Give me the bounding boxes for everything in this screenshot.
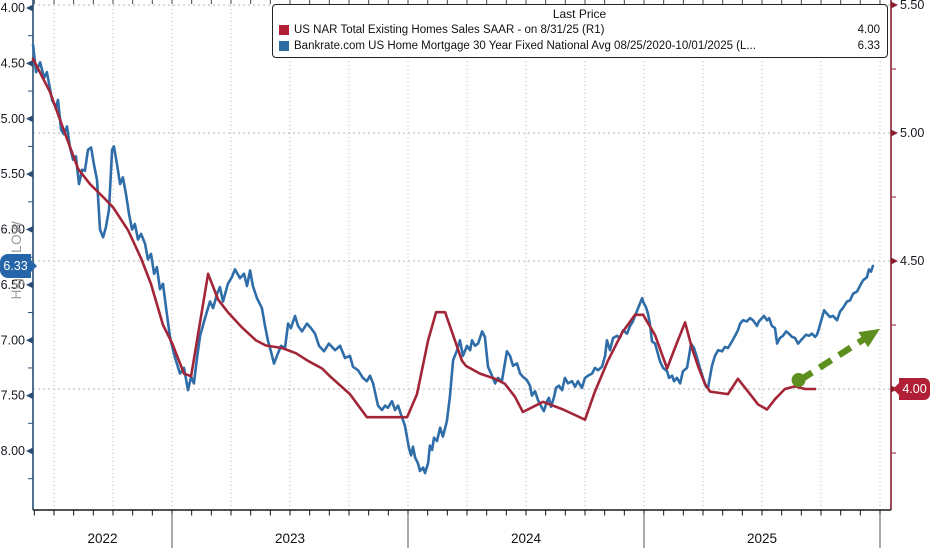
legend-swatch-red-icon <box>279 25 289 35</box>
legend-item-home-sales[interactable]: US NAR Total Existing Homes Sales SAAR -… <box>279 22 880 38</box>
left-axis-tick-arrow-icon <box>26 226 33 233</box>
legend-item-mortgage-value: 6.33 <box>857 40 880 52</box>
left-axis-tick-arrow-icon <box>26 4 33 12</box>
series-line-home-sales <box>31 57 817 421</box>
last-price-marker-home-sales: 4.00 <box>893 378 930 400</box>
left-axis-tick-label: 6.50 <box>1 278 25 292</box>
left-axis-tick-arrow-icon <box>26 281 33 289</box>
left-axis-tick-arrow-icon <box>26 447 33 455</box>
left-axis-tick-arrow-icon <box>26 336 33 344</box>
right-axis-tick-arrow-icon <box>891 1 898 9</box>
legend-item-home-sales-value: 4.00 <box>857 24 880 36</box>
legend-item-mortgage[interactable]: Bankrate.com US Home Mortgage 30 Year Fi… <box>279 38 880 54</box>
last-price-marker-home-sales-value: 4.00 <box>902 382 927 396</box>
left-axis-tick-label: 7.50 <box>1 389 25 403</box>
legend-item-home-sales-label: US NAR Total Existing Homes Sales SAAR -… <box>294 24 605 36</box>
left-axis-tick-arrow-icon <box>26 115 33 123</box>
left-axis-tick-label: 6.00 <box>1 223 25 237</box>
legend-item-mortgage-label: Bankrate.com US Home Mortgage 30 Year Fi… <box>294 40 756 52</box>
right-axis-tick-label: 4.50 <box>900 254 924 268</box>
legend-title: Last Price <box>552 7 607 21</box>
trend-arrow-dashed-line <box>798 334 869 383</box>
left-axis-tick-label: 7.00 <box>1 333 25 347</box>
left-axis-tick-arrow-icon <box>26 392 33 400</box>
left-axis-tick-label: 8.00 <box>1 444 25 458</box>
left-axis-tick-label: 5.00 <box>1 112 25 126</box>
right-axis-tick-arrow-icon <box>891 129 898 137</box>
right-axis-tick-arrow-icon <box>891 257 898 265</box>
x-axis-year-label: 2024 <box>511 531 542 546</box>
legend: Last Price US NAR Total Existing Homes S… <box>272 4 888 58</box>
last-price-marker-mortgage-value: 6.33 <box>3 259 28 273</box>
right-axis-tick-label: 5.50 <box>900 0 924 12</box>
right-axis-tick-label: 5.00 <box>900 126 924 140</box>
left-axis-tick-arrow-icon <box>26 170 33 178</box>
left-axis-tick-arrow-icon <box>26 59 33 67</box>
trend-arrow-head-icon <box>858 328 880 348</box>
left-axis-tick-label: 5.50 <box>1 167 25 181</box>
x-axis-year-label: 2025 <box>747 531 777 546</box>
left-axis-tick-label: 4.00 <box>1 1 25 15</box>
x-axis-year-label: 2022 <box>87 531 117 546</box>
last-price-marker-mortgage: 6.33 <box>0 254 37 278</box>
x-axis-year-label: 2023 <box>275 531 305 546</box>
series-line-mortgage <box>31 43 875 475</box>
left-axis-tick-label: 4.50 <box>1 56 25 70</box>
legend-swatch-blue-icon <box>279 41 289 51</box>
